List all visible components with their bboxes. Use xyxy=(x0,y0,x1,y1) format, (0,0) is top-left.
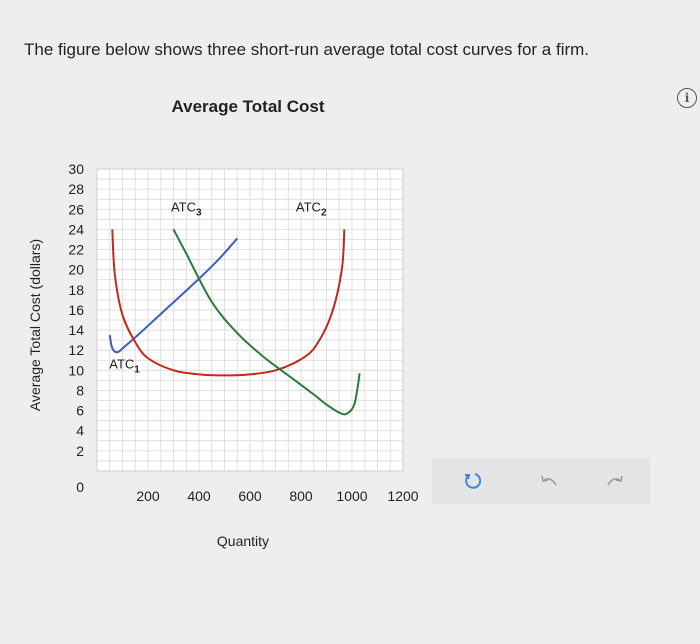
y-tick-label: 8 xyxy=(76,382,84,398)
y-axis-label: Average Total Cost (dollars) xyxy=(27,239,43,411)
atc1-label: ATC1 xyxy=(109,356,140,375)
x-tick-label: 1200 xyxy=(387,488,418,504)
atc3-label: ATC3 xyxy=(171,199,202,218)
atc2-label: ATC2 xyxy=(296,199,327,218)
reset-icon[interactable] xyxy=(462,470,484,492)
y-tick-label: 16 xyxy=(68,302,84,318)
undo-icon[interactable] xyxy=(538,470,560,492)
y-tick-label: 12 xyxy=(68,342,84,358)
atc2-curve xyxy=(111,229,346,377)
atc3-curve xyxy=(172,228,361,416)
y-tick-label: 6 xyxy=(76,403,84,419)
chart-title: Average Total Cost xyxy=(171,97,324,116)
x-tick-label: 400 xyxy=(187,488,211,504)
y-tick-label: 28 xyxy=(68,181,84,197)
question-text: The figure below shows three short-run a… xyxy=(24,40,590,59)
y-tick-label: 10 xyxy=(68,362,84,378)
x-tick-label: 600 xyxy=(238,488,262,504)
redo-icon[interactable] xyxy=(604,470,626,492)
curves xyxy=(108,228,361,416)
graph-toolbar xyxy=(432,458,650,504)
grid xyxy=(96,168,404,472)
y-tick-label: 22 xyxy=(68,242,84,258)
x-axis-label: Quantity xyxy=(217,533,269,549)
y-tick-label: 26 xyxy=(68,201,84,217)
y-tick-label: 4 xyxy=(76,423,84,439)
x-axis-ticks: 0 200 400 600 800 1000 1200 xyxy=(76,479,419,504)
y-tick-label: 30 xyxy=(68,161,84,177)
info-icon[interactable]: i xyxy=(677,88,697,108)
y-tick-label: 2 xyxy=(76,443,84,459)
y-tick-label: 14 xyxy=(68,322,84,338)
y-tick-label: 20 xyxy=(68,262,84,278)
y-tick-label: 24 xyxy=(68,221,84,237)
plot-frame xyxy=(96,168,404,472)
x-tick-label: 1000 xyxy=(336,488,367,504)
curve-labels: ATC1 ATC2 ATC3 xyxy=(109,199,327,375)
x-tick-label: 800 xyxy=(289,488,313,504)
x-tick-label: 200 xyxy=(136,488,160,504)
x-tick-label: 0 xyxy=(76,479,84,495)
atc1-curve xyxy=(108,237,238,354)
y-tick-label: 18 xyxy=(68,282,84,298)
